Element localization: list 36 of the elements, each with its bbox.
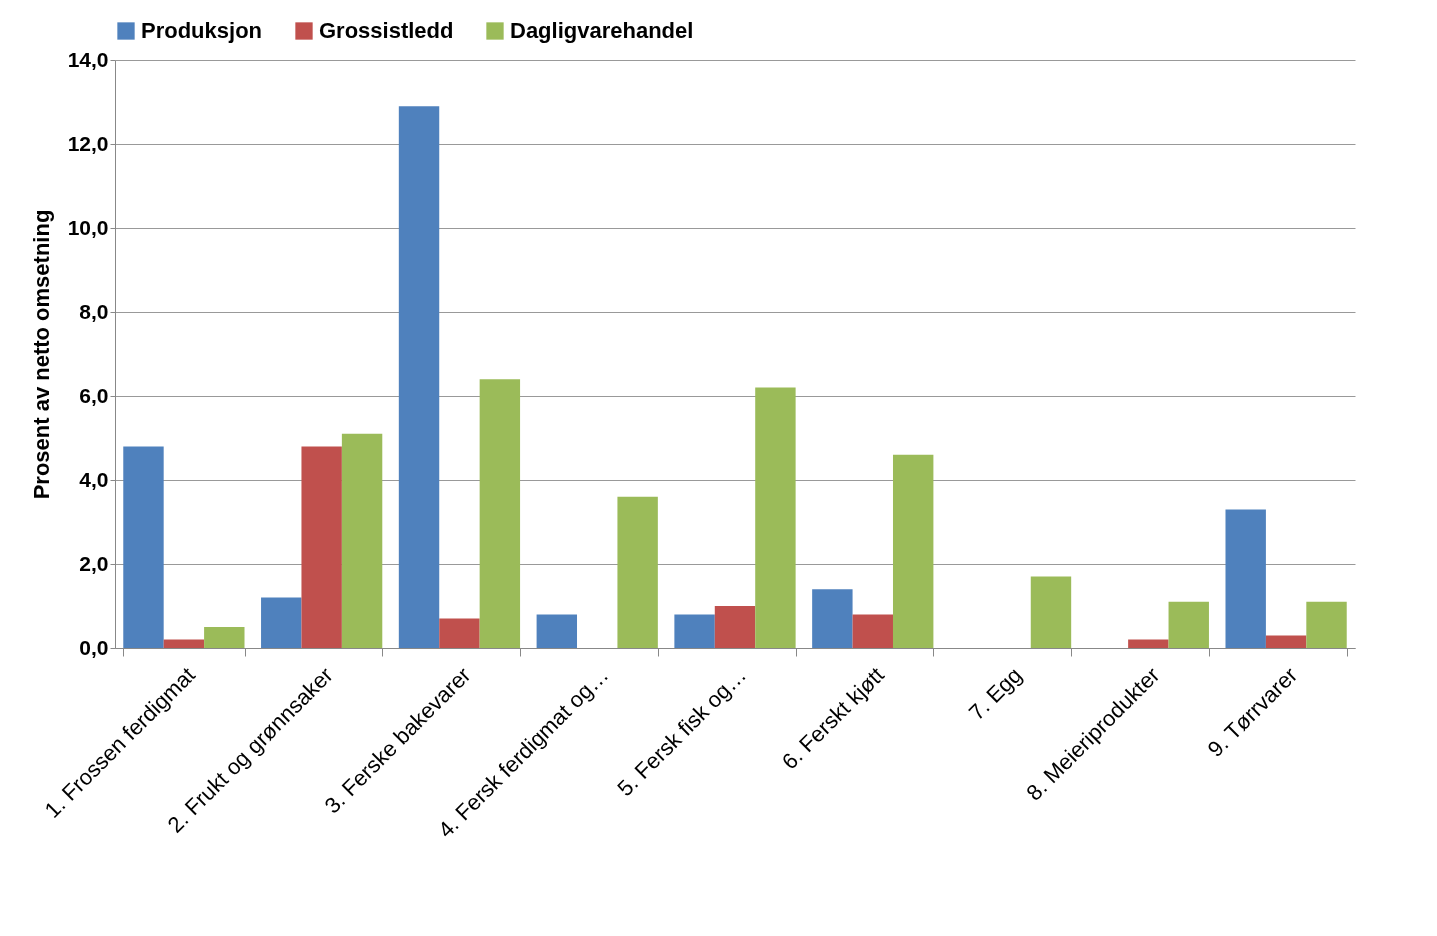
y-tick-label: 10,0 [67, 215, 109, 239]
legend-label: Grossistledd [319, 18, 454, 43]
bar [479, 379, 521, 648]
bar [1030, 576, 1072, 648]
bar [852, 614, 893, 648]
bar [123, 446, 164, 648]
y-axis-title: Prosent av netto omsetning [28, 209, 54, 500]
bar [674, 614, 715, 648]
bar [1265, 635, 1307, 648]
legend-label: Dagligvarehandel [510, 18, 694, 43]
legend-label: Produksjon [141, 18, 263, 43]
bar [755, 387, 796, 648]
bar [163, 639, 205, 648]
y-tick-label: 6,0 [79, 383, 109, 407]
x-tick-label: 7. Egg [963, 662, 1027, 726]
bar [1168, 601, 1209, 648]
bar [892, 454, 934, 648]
bar [714, 606, 756, 648]
y-tick-label: 2,0 [79, 551, 109, 575]
bar [398, 106, 440, 648]
bar [536, 614, 578, 648]
bar [261, 597, 302, 648]
y-tick-label: 0,0 [79, 635, 109, 659]
y-tick-label: 8,0 [79, 299, 109, 323]
bar [439, 618, 480, 648]
bar [812, 589, 853, 648]
y-tick-label: 14,0 [67, 47, 109, 71]
bar [341, 433, 383, 648]
bar [1128, 639, 1169, 648]
bar [301, 446, 342, 648]
bar [1225, 509, 1266, 648]
y-tick-label: 12,0 [67, 131, 109, 155]
y-tick-label: 4,0 [79, 467, 109, 491]
bar [204, 627, 245, 648]
bar [617, 496, 658, 648]
bar [1306, 601, 1347, 648]
